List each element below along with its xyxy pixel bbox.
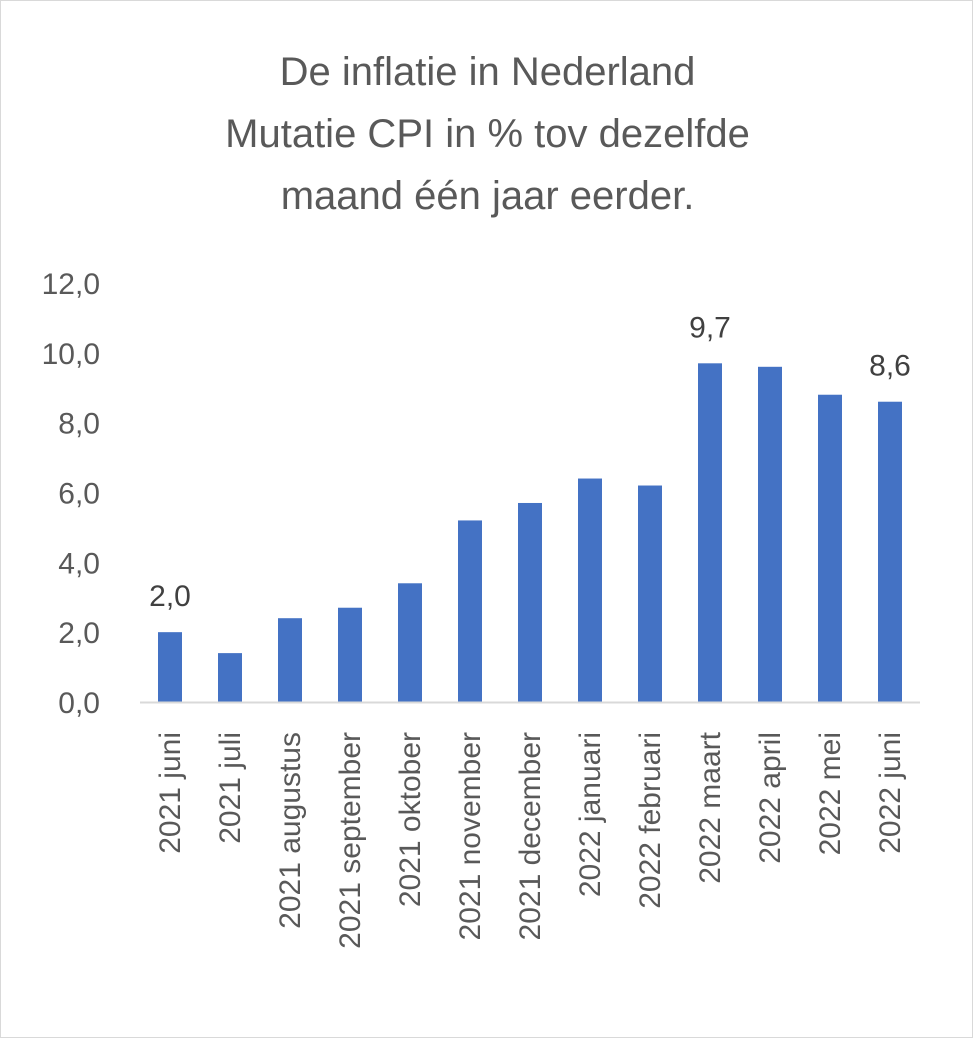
x-tick-label: 2021 december — [514, 732, 547, 940]
y-tick-label: 8,0 — [58, 408, 100, 441]
chart-title: De inflatie in Nederland Mutatie CPI in … — [1, 41, 973, 227]
data-label: 9,7 — [689, 311, 731, 344]
bar-11 — [758, 366, 782, 702]
data-label: 2,0 — [149, 580, 191, 613]
x-tick-label: 2021 juli — [214, 732, 247, 844]
chart-title-line-1: De inflatie in Nederland — [279, 50, 696, 94]
y-tick-label: 12,0 — [42, 268, 100, 301]
y-tick-label: 6,0 — [58, 478, 100, 511]
bar-2 — [218, 653, 242, 702]
x-tick-label: 2021 oktober — [394, 732, 427, 907]
x-tick-label: 2022 januari — [574, 732, 607, 897]
bar-12 — [818, 394, 842, 702]
x-tick-label: 2022 februari — [634, 732, 667, 909]
x-tick-label: 2021 november — [454, 732, 487, 940]
y-tick-label: 0,0 — [58, 687, 100, 720]
bar-6 — [458, 520, 482, 702]
x-tick-label: 2021 september — [334, 732, 367, 949]
y-tick-label: 4,0 — [58, 547, 100, 580]
bar-5 — [398, 583, 422, 702]
chart-title-line-2: Mutatie CPI in % tov dezelfde — [225, 112, 750, 156]
x-tick-label: 2022 mei — [814, 732, 847, 855]
bar-9 — [638, 485, 662, 702]
x-tick-label: 2021 juni — [154, 732, 187, 854]
bar-7 — [518, 502, 542, 702]
chart-title-line-3: maand één jaar eerder. — [280, 174, 695, 218]
bar-1 — [158, 632, 182, 702]
data-label: 8,6 — [869, 350, 911, 383]
bar-8 — [578, 478, 602, 702]
y-tick-label: 10,0 — [42, 338, 100, 371]
x-tick-label: 2021 augustus — [274, 732, 307, 929]
bar-13 — [878, 401, 902, 702]
bar-4 — [338, 607, 362, 702]
bar-10 — [698, 363, 722, 702]
y-tick-label: 2,0 — [58, 617, 100, 650]
x-tick-label: 2022 april — [754, 732, 787, 864]
x-tick-label: 2022 maart — [694, 731, 727, 883]
bar-3 — [278, 618, 302, 702]
x-tick-label: 2022 juni — [874, 732, 907, 854]
